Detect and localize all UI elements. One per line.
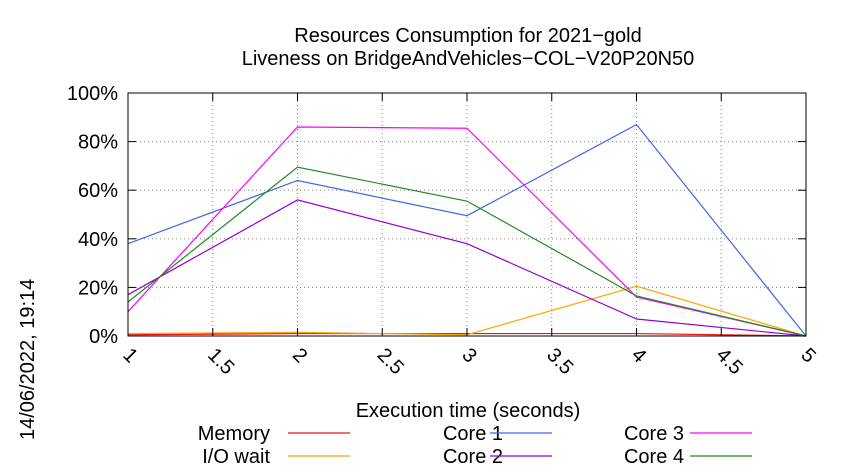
legend-label: Core 2 [443,446,503,468]
x-tick-label: 4.5 [712,344,747,379]
y-tick-label: 60% [78,180,118,202]
x-axis-label: Execution time (seconds) [356,400,581,422]
chart-title: Resources Consumption for 2021−gold [294,25,641,47]
legend-label: Core 1 [443,423,503,445]
x-tick-label: 4 [627,344,650,367]
series-line-core-3 [127,126,807,337]
series-line-core-2 [127,199,807,337]
x-tick-label: 3.5 [542,344,577,379]
grid [128,93,806,336]
y-tick-label: 100% [67,83,118,105]
series-line-core-1 [127,123,807,337]
y-tick-label: 80% [78,132,118,154]
x-tick-label: 1.5 [203,344,238,379]
legend-label: Core 3 [624,423,684,445]
chart-subtitle: Liveness on BridgeAndVehicles−COL−V20P20… [242,48,695,70]
timestamp-label: 14/06/2022, 19:14 [17,279,39,440]
legend-label: Memory [198,423,270,445]
y-tick-label: 20% [78,277,118,299]
x-tick-label: 1 [118,344,141,367]
x-tick-label: 2 [288,344,311,367]
y-axis: 0% 20% 40% 60% 80% 100% [67,83,806,348]
y-tick-label: 40% [78,229,118,251]
x-tick-label: 2.5 [373,344,408,379]
y-tick-label: 0% [89,326,118,348]
x-tick-label: 5 [796,344,819,367]
x-tick-label: 3 [457,344,480,367]
legend-label: Core 4 [624,446,684,468]
series-group [127,123,807,337]
series-line-core-4 [127,166,807,337]
legend-label: I/O wait [202,446,270,468]
